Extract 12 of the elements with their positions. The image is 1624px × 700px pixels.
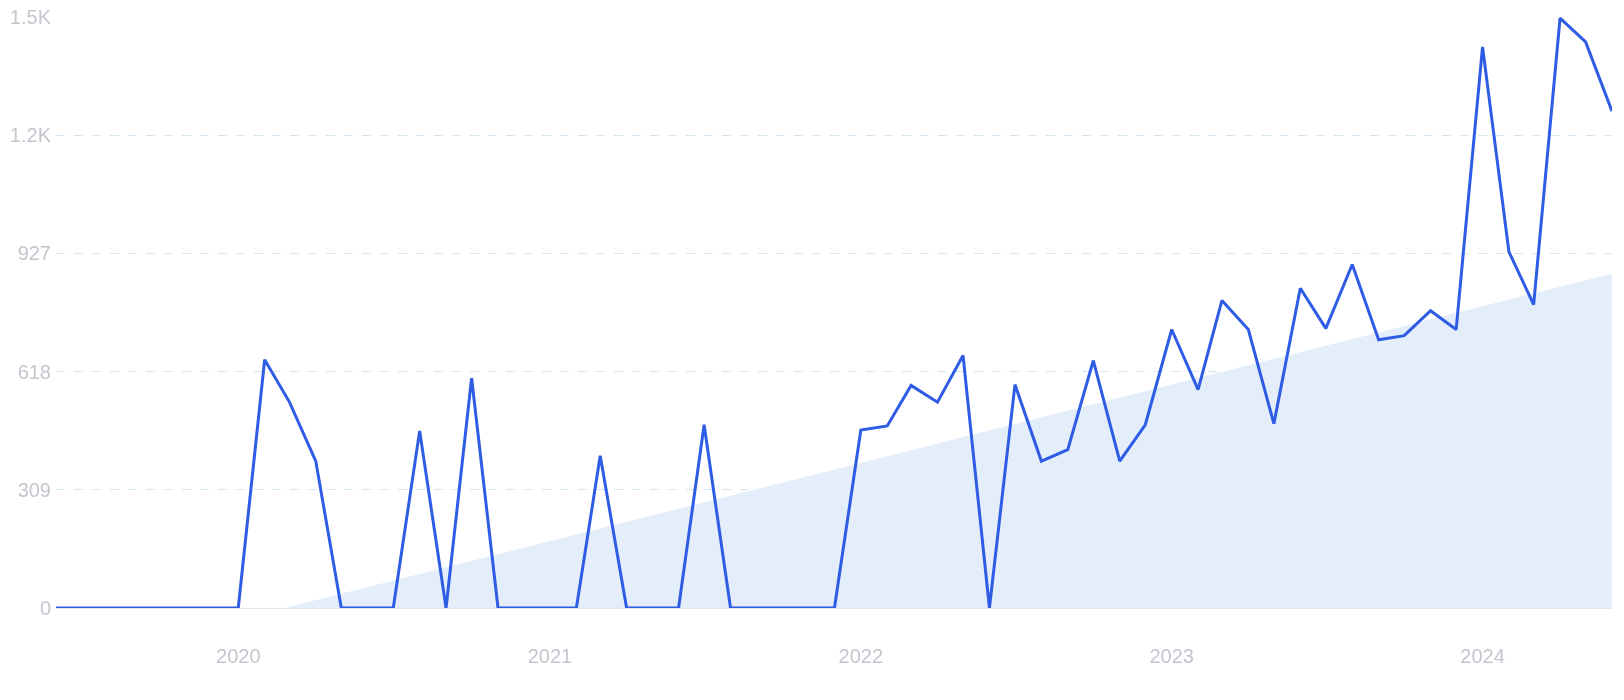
y-tick-label: 0 <box>39 597 51 619</box>
x-tick-label: 2020 <box>216 645 261 667</box>
x-tick-label: 2022 <box>838 645 884 667</box>
line-series <box>56 17 1612 608</box>
x-tick-label: 2023 <box>1149 645 1194 667</box>
x-tick-label: 2021 <box>527 645 573 667</box>
y-tick-label: 1.5K <box>9 6 52 28</box>
y-tick-label: 618 <box>17 360 51 383</box>
x-tick-label: 2024 <box>1460 645 1505 667</box>
y-tick-label: 309 <box>17 478 51 501</box>
y-tick-label: 927 <box>17 242 51 265</box>
y-tick-label: 1.2K <box>9 124 52 147</box>
